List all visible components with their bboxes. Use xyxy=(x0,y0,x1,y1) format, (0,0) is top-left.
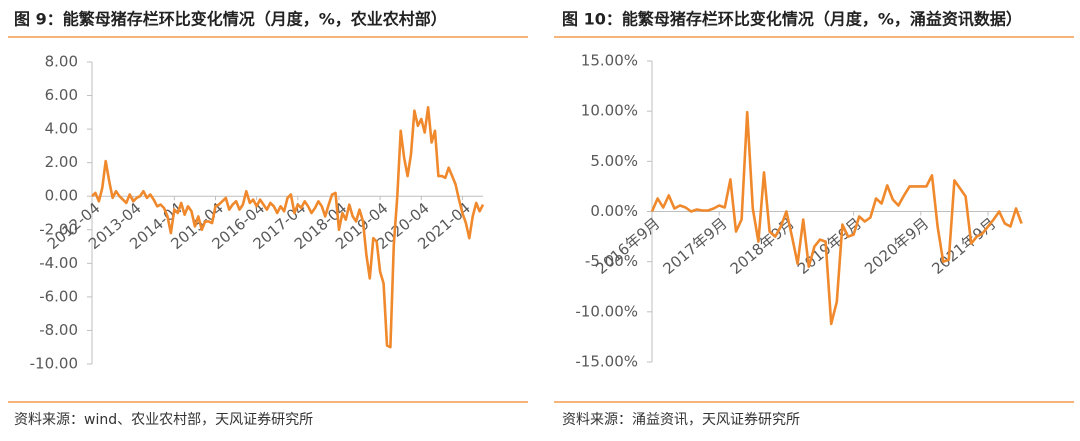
y-tick-label: 5.00% xyxy=(590,152,638,170)
data-line xyxy=(91,106,485,349)
y-tick-label: -6.00 xyxy=(39,287,78,305)
y-tick-label: -10.00% xyxy=(575,302,638,320)
y-tick-label: -5.00% xyxy=(585,252,638,270)
y-tick-label: 2.00 xyxy=(45,153,78,171)
y-tick-label: 0.00% xyxy=(590,202,638,220)
y-tick-label: 4.00 xyxy=(45,120,78,138)
y-tick-label: -4.00 xyxy=(39,254,78,272)
y-tick-label: -10.00 xyxy=(30,355,78,373)
y-tick-label: -8.00 xyxy=(39,321,78,339)
x-tick-label: 2020年9月 xyxy=(861,214,932,278)
x-tick-label: 2018年9月 xyxy=(727,214,798,278)
chart-title: 图 10：能繁母猪存栏环比变化情况（月度，%，涌益资讯数据） xyxy=(562,10,1022,29)
y-tick-label: -15.00% xyxy=(575,353,638,371)
chart-title: 图 9：能繁母猪存栏环比变化情况（月度，%，农业农村部） xyxy=(14,10,447,29)
source-note: 资料来源：涌益资讯，天风证券研究所 xyxy=(562,412,800,428)
y-tick-label: 0.00 xyxy=(45,187,78,205)
y-tick-label: 10.00% xyxy=(581,102,638,120)
y-tick-label: -2.00 xyxy=(39,220,78,238)
y-tick-label: 8.00 xyxy=(45,53,78,71)
data-line xyxy=(650,110,1023,326)
y-tick-label: 15.00% xyxy=(581,52,638,70)
x-tick-label: 2017年9月 xyxy=(660,214,731,278)
y-tick-label: 6.00 xyxy=(45,86,78,104)
source-note: 资料来源：wind、农业农村部，天风证券研究所 xyxy=(14,412,313,428)
